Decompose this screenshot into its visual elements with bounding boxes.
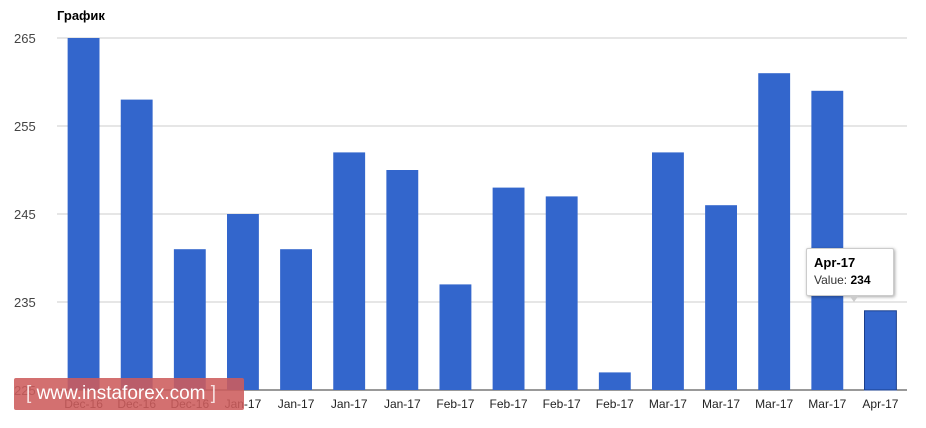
x-tick-label: Apr-17 bbox=[862, 397, 898, 411]
bar[interactable] bbox=[120, 99, 153, 390]
bars bbox=[67, 38, 897, 391]
bar[interactable] bbox=[758, 73, 791, 390]
watermark-text: www.instaforex.com bbox=[36, 383, 206, 404]
x-tick-label: Feb-17 bbox=[596, 397, 634, 411]
bar[interactable] bbox=[333, 152, 366, 390]
tooltip-label: Value: bbox=[814, 273, 848, 287]
bar[interactable] bbox=[492, 187, 525, 390]
bar[interactable] bbox=[227, 214, 259, 390]
x-tick-label: Jan-17 bbox=[384, 397, 421, 411]
x-tick-label: Feb-17 bbox=[490, 397, 528, 411]
bar[interactable] bbox=[598, 372, 631, 390]
bar[interactable] bbox=[67, 38, 100, 390]
bar[interactable] bbox=[652, 152, 684, 390]
y-tick-label: 235 bbox=[14, 295, 36, 310]
bar[interactable] bbox=[545, 196, 578, 390]
watermark-banner: [ www.instaforex.com ] bbox=[14, 378, 244, 410]
bar[interactable] bbox=[864, 310, 897, 391]
x-tick-label: Jan-17 bbox=[278, 397, 315, 411]
x-tick-label: Mar-17 bbox=[649, 397, 687, 411]
y-tick-label: 265 bbox=[14, 31, 36, 46]
x-tick-label: Feb-17 bbox=[436, 397, 474, 411]
tooltip-title: Apr-17 bbox=[814, 255, 856, 270]
bar[interactable] bbox=[173, 249, 206, 390]
watermark-close-bracket: ] bbox=[210, 383, 217, 404]
bar[interactable] bbox=[811, 90, 844, 391]
bar[interactable] bbox=[280, 249, 312, 390]
bar[interactable] bbox=[386, 170, 419, 390]
y-tick-label: 245 bbox=[14, 207, 36, 222]
y-tick-label: 255 bbox=[14, 119, 36, 134]
watermark-open-bracket: [ bbox=[26, 383, 32, 404]
tooltip-pointer bbox=[849, 295, 859, 302]
x-tick-label: Mar-17 bbox=[702, 397, 740, 411]
tooltip-value: 234 bbox=[850, 273, 871, 287]
x-tick-label: Mar-17 bbox=[755, 397, 793, 411]
chart-title: График bbox=[57, 8, 105, 23]
x-tick-label: Mar-17 bbox=[808, 397, 846, 411]
x-tick-label: Jan-17 bbox=[331, 397, 368, 411]
data-tooltip: Apr-17 Value: 234 bbox=[806, 248, 894, 296]
y-axis-ticks: 265255245235225 bbox=[14, 31, 36, 398]
bar[interactable] bbox=[439, 284, 472, 390]
x-tick-label: Feb-17 bbox=[543, 397, 581, 411]
bar[interactable] bbox=[705, 205, 737, 390]
